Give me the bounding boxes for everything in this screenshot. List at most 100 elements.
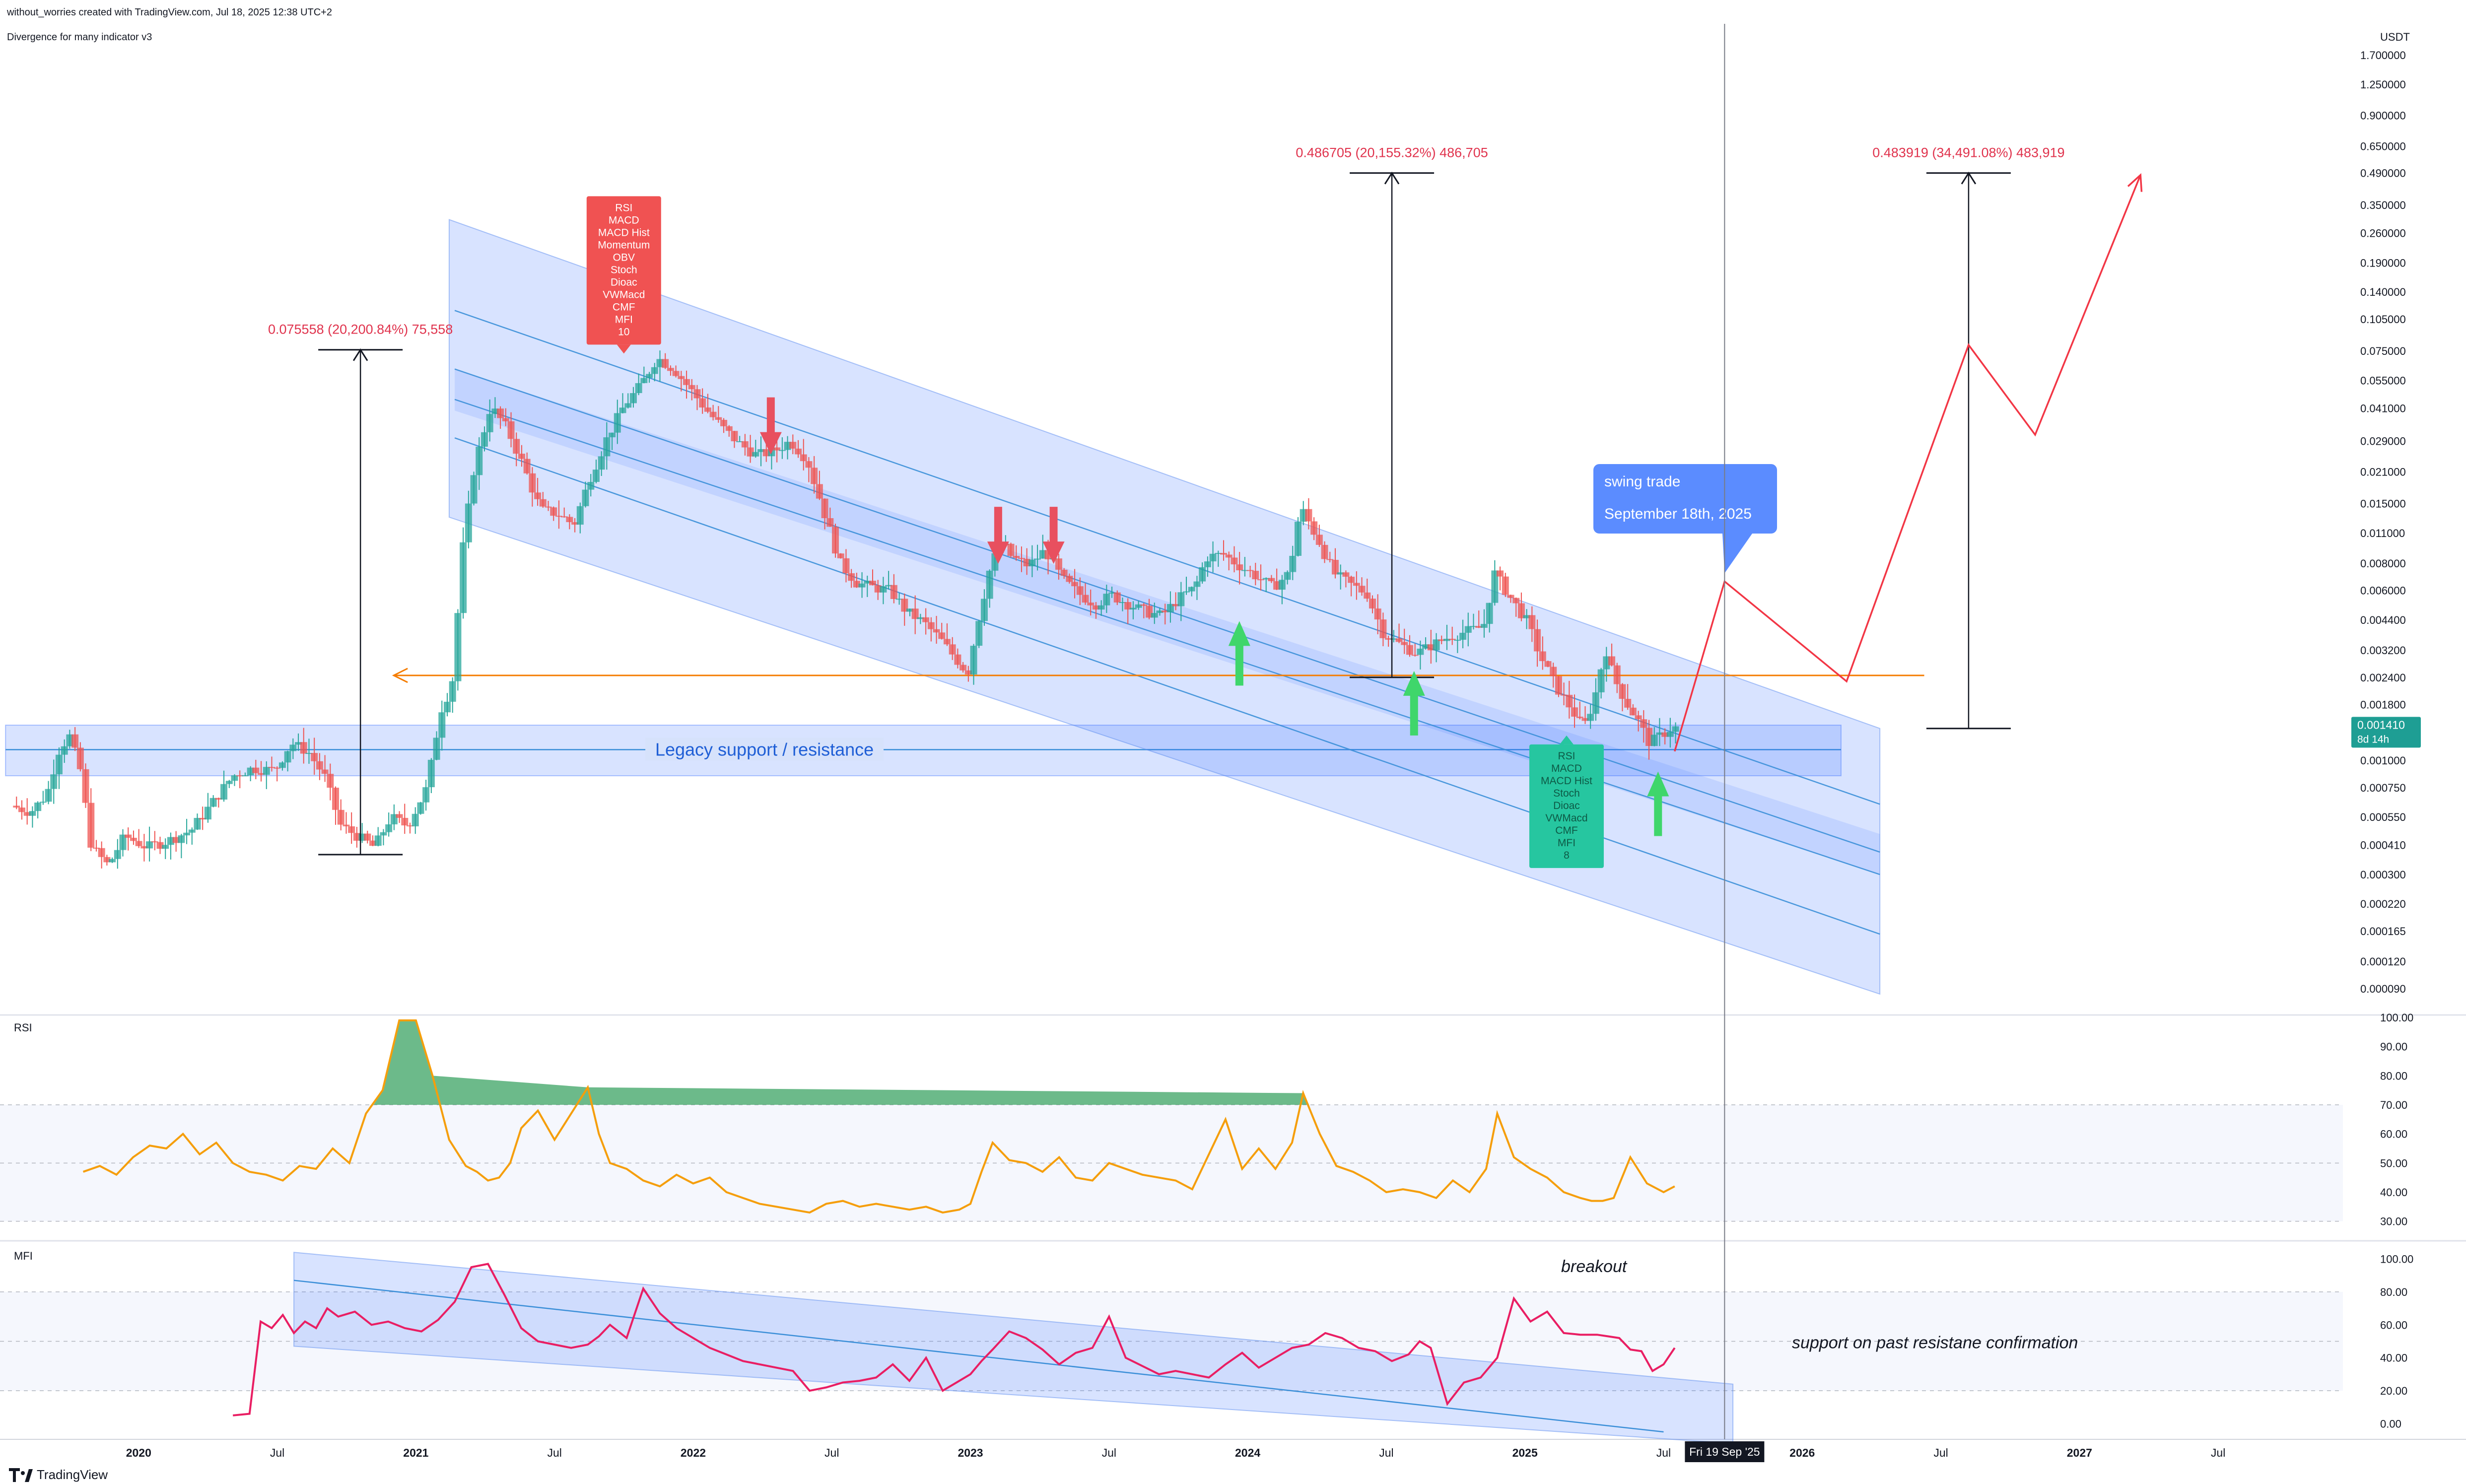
candle-body[interactable]: [576, 506, 584, 525]
candle-body[interactable]: [1225, 554, 1233, 558]
candle-body[interactable]: [1124, 602, 1132, 610]
candle-body[interactable]: [135, 841, 142, 846]
candle-body[interactable]: [1597, 669, 1605, 692]
candle-body[interactable]: [1103, 594, 1110, 606]
candle-body[interactable]: [693, 389, 701, 399]
candle-body[interactable]: [683, 379, 690, 385]
candle-body[interactable]: [959, 665, 967, 671]
candle-body[interactable]: [1246, 570, 1254, 571]
candle-body[interactable]: [778, 450, 786, 451]
candle-body[interactable]: [1672, 726, 1679, 732]
candle-body[interactable]: [18, 808, 25, 812]
candle-body[interactable]: [1135, 604, 1142, 608]
rsi-line[interactable]: [82, 1019, 1675, 1214]
candle-body[interactable]: [901, 599, 908, 612]
candle-body[interactable]: [268, 767, 275, 768]
candle-body[interactable]: [103, 857, 111, 863]
candle-body[interactable]: [1666, 732, 1674, 737]
candle-body[interactable]: [1528, 615, 1536, 629]
candle-body[interactable]: [225, 781, 233, 784]
candle-body[interactable]: [1140, 604, 1148, 606]
candle-body[interactable]: [236, 775, 244, 777]
candle-body[interactable]: [289, 744, 297, 751]
candle-body[interactable]: [922, 617, 930, 622]
candle-body[interactable]: [784, 442, 791, 450]
candle-body[interactable]: [1268, 578, 1275, 582]
candle-body[interactable]: [571, 522, 579, 525]
candle-body[interactable]: [497, 408, 504, 418]
candle-body[interactable]: [1502, 576, 1509, 595]
candle-body[interactable]: [619, 407, 626, 413]
candle-body[interactable]: [1629, 707, 1637, 716]
candle-body[interactable]: [454, 613, 462, 681]
candle-body[interactable]: [1156, 610, 1164, 613]
candle-body[interactable]: [1166, 604, 1174, 612]
candle-body[interactable]: [13, 806, 20, 808]
candle-body[interactable]: [480, 432, 488, 447]
candle-body[interactable]: [1603, 656, 1610, 670]
candle-body[interactable]: [1284, 572, 1291, 580]
candle-body[interactable]: [555, 516, 562, 517]
candle-body[interactable]: [1348, 576, 1355, 583]
candle-body[interactable]: [1315, 535, 1323, 545]
candle-body[interactable]: [773, 447, 781, 451]
candle-body[interactable]: [1209, 553, 1217, 562]
candle-body[interactable]: [1326, 559, 1334, 560]
candle-body[interactable]: [1273, 581, 1281, 590]
candle-body[interactable]: [1566, 694, 1573, 708]
candle-body[interactable]: [1406, 645, 1413, 655]
candle-body[interactable]: [411, 813, 419, 826]
candle-body[interactable]: [284, 751, 291, 763]
candle-body[interactable]: [1486, 603, 1493, 624]
candle-body[interactable]: [1241, 570, 1248, 571]
candle-body[interactable]: [592, 470, 600, 482]
candle-body[interactable]: [401, 817, 409, 826]
candle-body[interactable]: [1454, 640, 1461, 641]
candle-body[interactable]: [1448, 638, 1456, 640]
candle-body[interactable]: [720, 419, 728, 426]
candle-body[interactable]: [114, 850, 121, 859]
candle-body[interactable]: [215, 798, 222, 800]
candle-body[interactable]: [45, 789, 52, 802]
candle-body[interactable]: [1390, 638, 1397, 640]
candle-body[interactable]: [1108, 592, 1116, 594]
mfi-line[interactable]: [233, 1263, 1676, 1417]
candle-body[interactable]: [805, 461, 813, 468]
candle-body[interactable]: [1470, 626, 1477, 627]
candle-body[interactable]: [837, 553, 844, 558]
candle-body[interactable]: [1624, 699, 1632, 708]
candle-body[interactable]: [507, 421, 515, 439]
candle-body[interactable]: [1560, 694, 1568, 696]
candle-body[interactable]: [449, 681, 456, 702]
candle-body[interactable]: [1364, 592, 1371, 599]
candle-body[interactable]: [172, 837, 180, 843]
candle-body[interactable]: [688, 385, 695, 390]
candle-body[interactable]: [162, 845, 169, 849]
candle-body[interactable]: [364, 833, 371, 841]
candle-body[interactable]: [1369, 599, 1376, 609]
candle-body[interactable]: [321, 769, 329, 774]
candle-body[interactable]: [263, 767, 270, 775]
candle-body[interactable]: [1113, 592, 1121, 603]
candle-body[interactable]: [92, 847, 100, 849]
price-pane[interactable]: 0.075558 (20,200.84%) 75,558 0.486705 (20…: [5, 145, 2143, 995]
candle-body[interactable]: [1608, 656, 1616, 666]
candle-body[interactable]: [651, 367, 658, 374]
candle-body[interactable]: [880, 586, 887, 593]
candle-body[interactable]: [348, 826, 355, 833]
candle-body[interactable]: [486, 414, 493, 432]
candle-body[interactable]: [550, 507, 557, 516]
candle-body[interactable]: [443, 701, 451, 713]
candle-body[interactable]: [933, 629, 940, 633]
candle-body[interactable]: [241, 775, 249, 777]
candle-body[interactable]: [736, 441, 744, 443]
candle-body[interactable]: [545, 506, 552, 508]
candle-body[interactable]: [1411, 655, 1419, 656]
projection-path[interactable]: [1674, 174, 2141, 752]
candle-body[interactable]: [874, 585, 882, 593]
candle-body[interactable]: [1007, 543, 1015, 556]
candle-body[interactable]: [747, 447, 754, 457]
candle-body[interactable]: [204, 807, 211, 820]
candle-body[interactable]: [646, 374, 653, 378]
